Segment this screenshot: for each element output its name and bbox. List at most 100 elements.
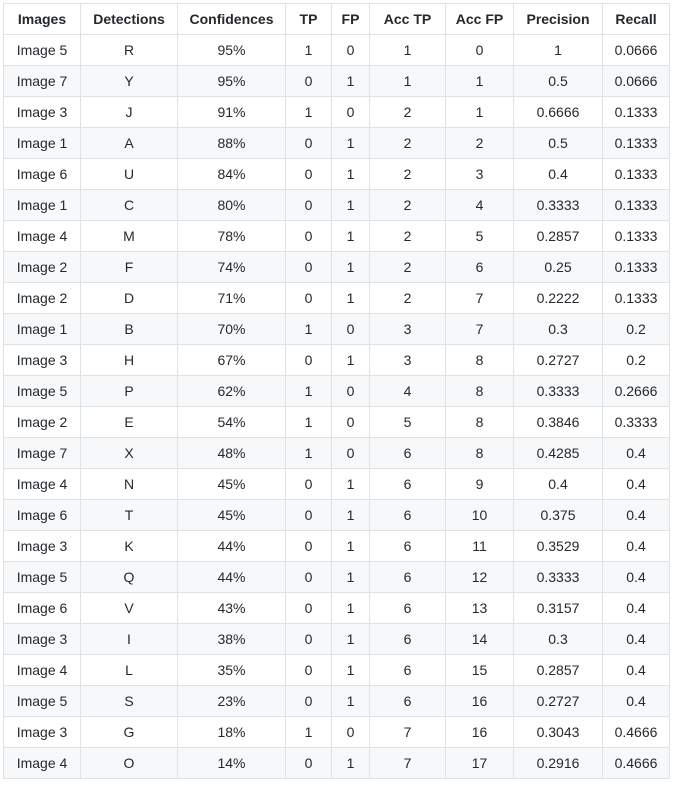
cell-tp: 0 — [285, 127, 332, 159]
cell-images: Image 3 — [3, 623, 81, 655]
table-row: Image 3 H 67% 0 1 3 8 0.2727 0.2 — [3, 344, 670, 376]
cell-recall: 0.4 — [602, 592, 670, 624]
cell-fp: 1 — [331, 592, 370, 624]
cell-recall: 0.0666 — [602, 34, 670, 66]
cell-fp: 1 — [331, 251, 370, 283]
cell-detections: D — [80, 282, 178, 314]
table-row: Image 6 V 43% 0 1 6 13 0.3157 0.4 — [3, 592, 670, 624]
cell-tp: 1 — [285, 34, 332, 66]
cell-precision: 0.4 — [513, 158, 603, 190]
cell-detections: Q — [80, 561, 178, 593]
cell-confidences: 78% — [177, 220, 286, 252]
cell-detections: E — [80, 406, 178, 438]
table-row: Image 1 C 80% 0 1 2 4 0.3333 0.1333 — [3, 189, 670, 221]
cell-fp: 1 — [331, 344, 370, 376]
cell-detections: Y — [80, 65, 178, 97]
cell-recall: 0.4 — [602, 437, 670, 469]
cell-acc-fp: 8 — [445, 375, 514, 407]
cell-detections: F — [80, 251, 178, 283]
cell-recall: 0.2666 — [602, 375, 670, 407]
cell-confidences: 43% — [177, 592, 286, 624]
cell-acc-tp: 2 — [369, 96, 446, 128]
cell-precision: 0.4 — [513, 468, 603, 500]
cell-tp: 0 — [285, 468, 332, 500]
cell-acc-fp: 7 — [445, 282, 514, 314]
cell-fp: 1 — [331, 158, 370, 190]
cell-fp: 1 — [331, 282, 370, 314]
cell-acc-tp: 3 — [369, 344, 446, 376]
cell-tp: 0 — [285, 685, 332, 717]
cell-confidences: 80% — [177, 189, 286, 221]
table-row: Image 4 O 14% 0 1 7 17 0.2916 0.4666 — [3, 747, 670, 779]
cell-fp: 0 — [331, 96, 370, 128]
table-row: Image 5 S 23% 0 1 6 16 0.2727 0.4 — [3, 685, 670, 717]
cell-fp: 1 — [331, 127, 370, 159]
cell-confidences: 62% — [177, 375, 286, 407]
cell-acc-fp: 1 — [445, 96, 514, 128]
cell-acc-fp: 5 — [445, 220, 514, 252]
cell-fp: 1 — [331, 685, 370, 717]
cell-tp: 0 — [285, 747, 332, 779]
cell-fp: 1 — [331, 530, 370, 562]
cell-detections: X — [80, 437, 178, 469]
cell-confidences: 23% — [177, 685, 286, 717]
cell-fp: 1 — [331, 499, 370, 531]
cell-recall: 0.1333 — [602, 282, 670, 314]
cell-acc-fp: 1 — [445, 65, 514, 97]
cell-recall: 0.4 — [602, 623, 670, 655]
cell-recall: 0.4 — [602, 499, 670, 531]
table-row: Image 2 F 74% 0 1 2 6 0.25 0.1333 — [3, 251, 670, 283]
cell-detections: B — [80, 313, 178, 345]
cell-confidences: 88% — [177, 127, 286, 159]
cell-precision: 1 — [513, 34, 603, 66]
cell-recall: 0.1333 — [602, 251, 670, 283]
cell-recall: 0.1333 — [602, 158, 670, 190]
cell-acc-fp: 7 — [445, 313, 514, 345]
cell-confidences: 95% — [177, 65, 286, 97]
cell-fp: 0 — [331, 375, 370, 407]
column-header-precision: Precision — [513, 3, 603, 35]
cell-precision: 0.5 — [513, 127, 603, 159]
cell-recall: 0.2 — [602, 344, 670, 376]
cell-confidences: 84% — [177, 158, 286, 190]
cell-tp: 1 — [285, 437, 332, 469]
cell-images: Image 1 — [3, 127, 81, 159]
cell-acc-tp: 6 — [369, 623, 446, 655]
cell-acc-tp: 6 — [369, 437, 446, 469]
cell-confidences: 71% — [177, 282, 286, 314]
cell-detections: T — [80, 499, 178, 531]
table-row: Image 7 X 48% 1 0 6 8 0.4285 0.4 — [3, 437, 670, 469]
cell-tp: 1 — [285, 96, 332, 128]
cell-confidences: 35% — [177, 654, 286, 686]
cell-precision: 0.3529 — [513, 530, 603, 562]
cell-recall: 0.4 — [602, 561, 670, 593]
cell-acc-tp: 7 — [369, 747, 446, 779]
cell-images: Image 5 — [3, 34, 81, 66]
cell-images: Image 6 — [3, 592, 81, 624]
cell-confidences: 67% — [177, 344, 286, 376]
table-header-row: Images Detections Confidences TP FP Acc TP Acc… — [3, 3, 670, 35]
cell-precision: 0.2857 — [513, 654, 603, 686]
cell-confidences: 45% — [177, 468, 286, 500]
cell-recall: 0.4666 — [602, 716, 670, 748]
cell-recall: 0.1333 — [602, 220, 670, 252]
cell-acc-fp: 4 — [445, 189, 514, 221]
cell-recall: 0.2 — [602, 313, 670, 345]
cell-tp: 0 — [285, 499, 332, 531]
cell-images: Image 1 — [3, 313, 81, 345]
cell-detections: G — [80, 716, 178, 748]
cell-acc-fp: 17 — [445, 747, 514, 779]
column-header-fp: FP — [331, 3, 370, 35]
cell-acc-fp: 8 — [445, 406, 514, 438]
cell-detections: O — [80, 747, 178, 779]
table-row: Image 4 N 45% 0 1 6 9 0.4 0.4 — [3, 468, 670, 500]
cell-acc-tp: 2 — [369, 189, 446, 221]
column-header-acc-fp: Acc FP — [445, 3, 514, 35]
cell-confidences: 45% — [177, 499, 286, 531]
cell-tp: 0 — [285, 561, 332, 593]
cell-acc-fp: 6 — [445, 251, 514, 283]
cell-confidences: 70% — [177, 313, 286, 345]
cell-images: Image 4 — [3, 468, 81, 500]
table-row: Image 4 M 78% 0 1 2 5 0.2857 0.1333 — [3, 220, 670, 252]
cell-confidences: 18% — [177, 716, 286, 748]
